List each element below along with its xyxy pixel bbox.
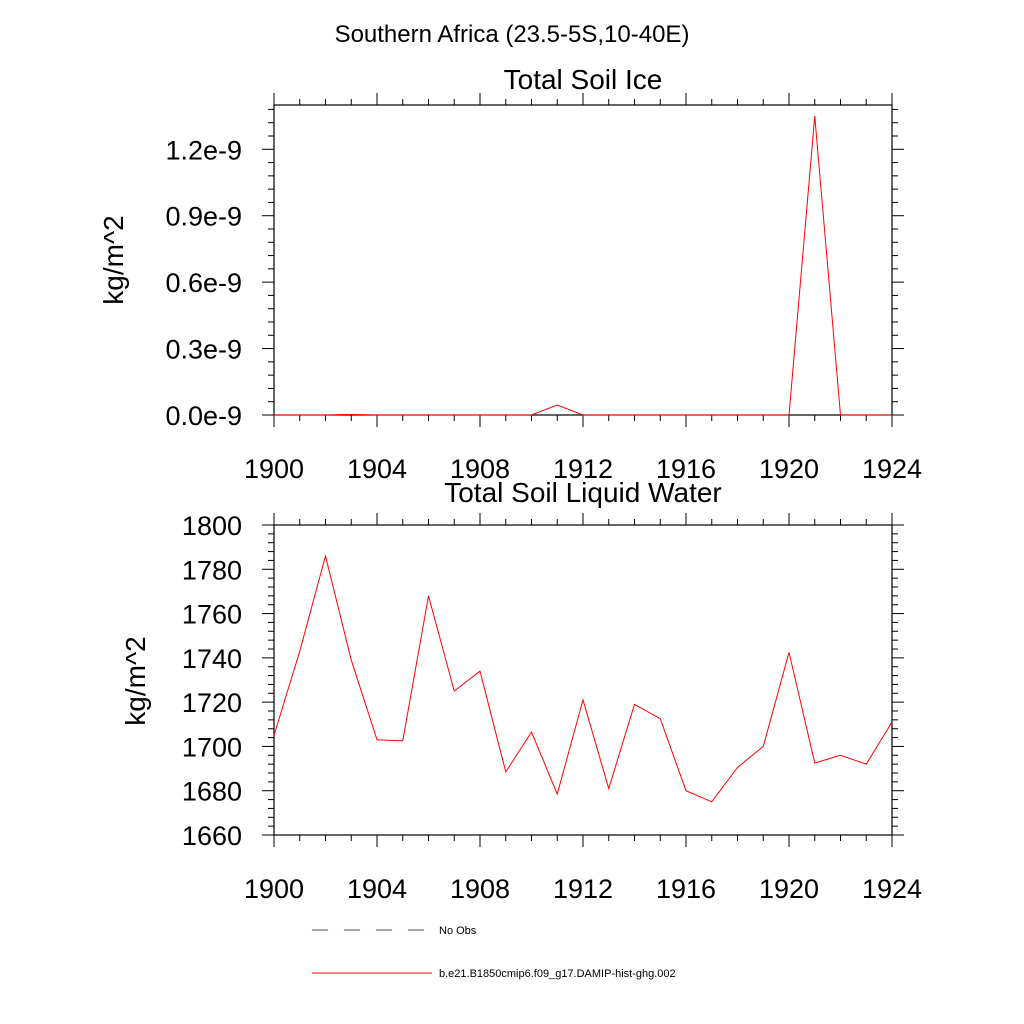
y-tick-label: 1680 <box>182 777 242 807</box>
soil-liquid-water-plot-frame <box>273 524 893 836</box>
soil-liquid-water-series-line <box>273 554 893 803</box>
y-tick-label: 1700 <box>182 732 242 762</box>
y-tick-label: 1800 <box>182 511 242 541</box>
figure-suptitle: Southern Africa (23.5-5S,10-40E) <box>335 21 690 48</box>
x-tick-label: 1908 <box>450 454 510 484</box>
x-tick-label: 1908 <box>450 874 510 904</box>
soil-ice-panel: Total Soil Ice kg/m^2 1900 1904 1908 1912 19… <box>98 64 922 484</box>
y-tick-label: 0.3e-9 <box>165 335 242 365</box>
soil-ice-plot-frame <box>273 104 893 416</box>
x-tick-label: 1900 <box>244 454 304 484</box>
x-tick-label: 1904 <box>347 454 407 484</box>
soil-liquid-water-ylabel: kg/m^2 <box>120 636 151 725</box>
x-tick-label: 1924 <box>862 874 922 904</box>
y-tick-label: 1.2e-9 <box>165 135 242 165</box>
soil-ice-ylabel: kg/m^2 <box>98 215 129 304</box>
y-tick-label: 1760 <box>182 600 242 630</box>
soil-liquid-water-panel: Total Soil Liquid Water kg/m^2 1900 1904 1… <box>120 477 922 904</box>
y-tick-label: 0.9e-9 <box>165 202 242 232</box>
legend: No Obs b.e21.B1850cmip6.f09_g17.DAMIP-hi… <box>312 925 676 980</box>
x-tick-label: 1904 <box>347 874 407 904</box>
x-tick-label: 1920 <box>759 874 819 904</box>
y-tick-label: 0.6e-9 <box>165 268 242 298</box>
x-tick-label: 1912 <box>553 454 613 484</box>
legend-model-label: b.e21.B1850cmip6.f09_g17.DAMIP-hist-ghg.… <box>439 968 676 980</box>
x-tick-label: 1916 <box>656 874 716 904</box>
y-tick-label: 1720 <box>182 688 242 718</box>
x-tick-label: 1916 <box>656 454 716 484</box>
x-tick-label: 1924 <box>862 454 922 484</box>
soil-ice-series-line <box>274 116 892 416</box>
soil-liquid-water-title: Total Soil Liquid Water <box>444 477 722 508</box>
soil-liquid-water-axes: 1900 1904 1908 1912 1916 1920 1924 1660 1680 1700… <box>182 511 922 904</box>
soil-ice-title: Total Soil Ice <box>504 64 663 95</box>
soil-ice-axes: 1900 1904 1908 1912 1916 1920 1924 0.0e-9 0.3e-9… <box>165 93 922 484</box>
y-tick-label: 1780 <box>182 555 242 585</box>
x-tick-label: 1912 <box>553 874 613 904</box>
y-tick-label: 1740 <box>182 644 242 674</box>
y-tick-label: 1660 <box>182 821 242 851</box>
x-tick-label: 1900 <box>244 874 304 904</box>
x-tick-label: 1920 <box>759 454 819 484</box>
y-tick-label: 0.0e-9 <box>165 401 242 431</box>
legend-no-obs-label: No Obs <box>439 925 477 937</box>
